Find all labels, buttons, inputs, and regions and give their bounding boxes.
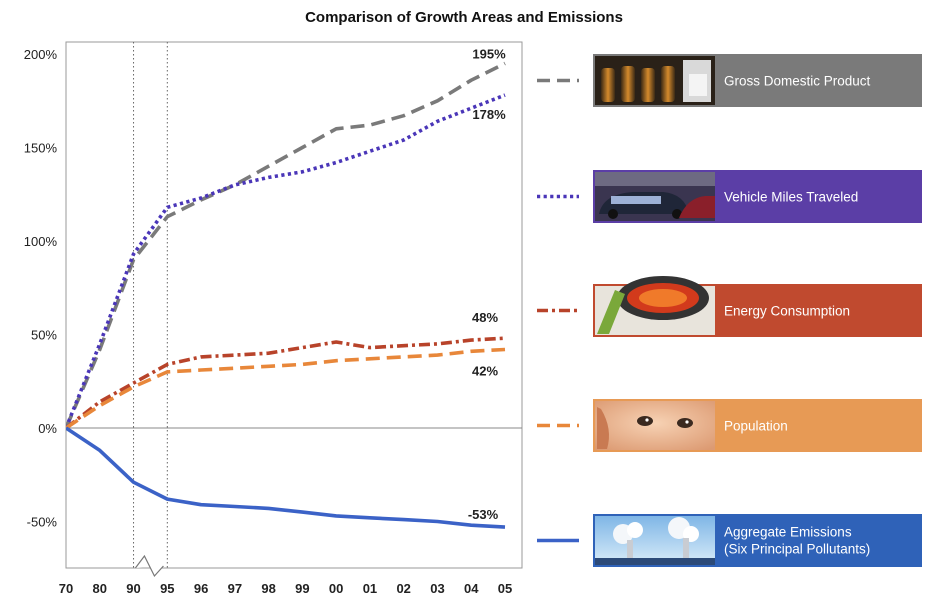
x-tick-label: 03: [430, 581, 444, 596]
legend-label: Aggregate Emissions: [724, 525, 852, 540]
x-tick-label: 04: [464, 581, 479, 596]
x-tick-label: 05: [498, 581, 512, 596]
wine-bottles-photo: [595, 56, 715, 105]
legend-label: Population: [724, 419, 788, 434]
series-line: [66, 347, 506, 430]
legend-entry-gdp: [593, 54, 922, 107]
cars-photo: [595, 172, 715, 221]
series-end-label: 48%: [472, 310, 498, 325]
x-tick-label: 01: [363, 581, 377, 596]
legend-entry-vehicle-miles: [593, 170, 922, 223]
legend-label: (Six Principal Pollutants): [724, 542, 870, 557]
x-axis-tick-labels: 70 80 90 95 96 97 98 99 00 01 02 03 04 05: [59, 581, 512, 596]
series-end-label: 178%: [472, 107, 506, 122]
series-end-label: 42%: [472, 363, 498, 378]
x-tick-label: 70: [59, 581, 73, 596]
x-tick-label: 99: [295, 581, 309, 596]
x-tick-label: 80: [93, 581, 107, 596]
legend-label: Vehicle Miles Traveled: [724, 190, 858, 205]
x-tick-label: 96: [194, 581, 208, 596]
x-tick-label: 02: [396, 581, 410, 596]
chart-title: Comparison of Growth Areas and Emissions: [305, 9, 623, 26]
baby-face-photo: [595, 401, 715, 450]
legend-entry-emissions: [593, 514, 922, 567]
series-line: [66, 93, 506, 429]
legend-line-swatches: [537, 78, 579, 543]
stove-burner-photo: [595, 276, 715, 335]
smokestacks-photo: [595, 516, 715, 565]
y-tick-label: 50%: [31, 328, 57, 343]
legend-labels: Gross Domestic Product Vehicle Miles Trav…: [724, 74, 871, 557]
x-tick-label: 90: [126, 581, 140, 596]
legend-label: Energy Consumption: [724, 304, 850, 319]
y-axis-tick-labels: 200% 150% 100% 50% 0% -50%: [24, 47, 58, 530]
plot-frame: [65, 41, 523, 569]
y-tick-label: 150%: [24, 141, 58, 156]
legend-label: Gross Domestic Product: [724, 74, 871, 89]
series-end-labels: 195% 178% 48% 42% -53%: [468, 46, 506, 522]
series-line: [66, 426, 506, 529]
series-line: [66, 336, 506, 430]
x-tick-label: 95: [160, 581, 174, 596]
y-tick-label: 0%: [38, 421, 57, 436]
y-tick-label: 200%: [24, 47, 58, 62]
x-tick-label: 97: [228, 581, 242, 596]
series-line: [66, 61, 506, 429]
series-end-label: 195%: [472, 46, 506, 61]
legend-entry-energy: [593, 276, 922, 337]
y-tick-label: -50%: [27, 515, 58, 530]
series-end-label: -53%: [468, 507, 499, 522]
x-tick-label: 00: [329, 581, 343, 596]
y-tick-label: 100%: [24, 234, 58, 249]
legend: [593, 54, 922, 567]
axis-break-mark: [134, 554, 164, 578]
series-lines: [66, 61, 506, 529]
x-tick-label: 98: [261, 581, 275, 596]
legend-entry-population: [593, 399, 922, 452]
